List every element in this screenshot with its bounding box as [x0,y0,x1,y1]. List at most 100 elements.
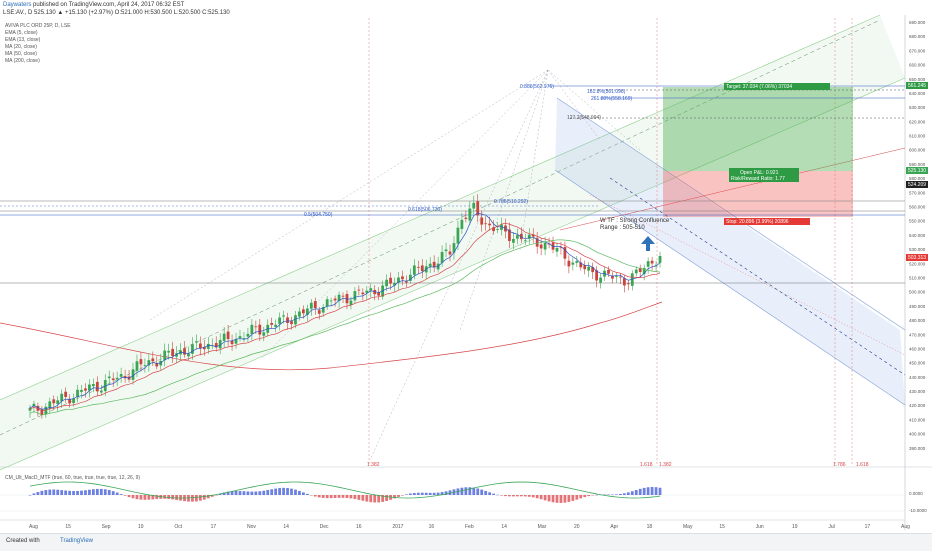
x-tick-label: Nov [247,524,256,530]
y-tick-label: 560.000 [909,205,926,210]
price-tag-target: 561.245 [908,83,926,89]
candle-body [107,376,111,379]
candle-body [302,309,305,314]
macd-histogram-bar [642,487,646,495]
macd-histogram-bar [214,495,218,496]
footer-bar: Created with TradingView [0,533,932,551]
macd-histogram-bar [615,494,618,495]
macd-histogram-bar [88,489,91,495]
candle-body [313,301,317,309]
legend-symbol[interactable]: AVIVA PLC ORD 25P, D, LSE [5,23,71,29]
candle-body [555,247,559,252]
price-axis-ticks: 690.000 680.000 670.000 660.000 650.000 640.0… [909,20,926,451]
candle-body [361,292,365,295]
macd-histogram-bar [270,489,274,495]
legend-ma200[interactable]: MA (200, close) [5,58,40,64]
macd-histogram-bar [432,492,436,495]
macd-histogram-bar [349,495,353,499]
legend-ema13[interactable]: EMA (13, close) [5,37,41,43]
legend-ma20[interactable]: MA (20, close) [5,44,37,50]
macd-histogram-bar [397,495,400,497]
macd-histogram-bar [198,495,202,501]
macd-histogram-bar [543,495,547,501]
tradingview-logo-text[interactable]: TradingView [60,538,94,544]
macd-histogram-bar [333,495,337,499]
macd-histogram-bar [626,492,630,495]
macd-histogram-bar [369,495,373,503]
macd-pane [0,481,905,503]
macd-histogram-bar [80,490,83,495]
macd-histogram-bar [254,491,258,495]
quote-line: LSE:AV., D 525.130 ▲ +15.130 (+2.97%) O:… [3,10,230,16]
macd-histogram-bar [115,492,119,495]
y-tick-label: 680.000 [909,34,926,39]
macd-histogram-bar [357,495,361,500]
y-tick-label: 440.000 [909,375,926,380]
candle-body [460,219,464,229]
x-tick-label: 14 [501,524,507,530]
macd-histogram-bar [595,494,599,496]
y-tick-label: 500.000 [909,290,926,295]
x-tick-label: May [683,524,693,530]
candle-body [198,343,202,349]
legend-ema5[interactable]: EMA (5, close) [5,30,38,36]
macd-histogram-bar [488,492,492,495]
macd-histogram-bar [84,490,87,495]
candle-body [135,361,139,371]
candle-body [638,268,642,272]
x-tick-label: Feb [465,524,474,530]
macd-histogram-bar [401,495,404,496]
candle-body [452,243,456,253]
macd-histogram-bar [658,487,662,495]
candle-body [183,348,186,355]
x-tick-label: 16 [356,524,362,530]
macd-signal-line [29,481,661,499]
candle-body [84,388,87,391]
fib-0786-label: 0.786(510.292) [494,199,528,205]
candle-body [654,264,658,266]
macd-histogram-bar [535,495,539,499]
candle-body [349,300,353,305]
time-label-1618: 1.618 [640,462,653,468]
candle-body [642,268,646,275]
legend-ma50[interactable]: MA (50, close) [5,51,37,57]
macd-indicator-label[interactable]: CM_Ult_MacD_MTF (true, 60, true, true, t… [5,475,141,481]
candle-body [56,400,60,405]
macd-histogram-bar [504,495,507,497]
time-label-1786: 1.786 [833,462,846,468]
candle-body [527,234,531,239]
macd-histogram-bar [171,495,175,500]
ema13-line [29,222,661,412]
header-author-line: Daywaters published on TradingView.com, … [3,2,184,9]
candle-body [337,294,341,302]
y-tick-label: 620.000 [909,119,926,124]
macd-histogram-bar [258,491,262,495]
pnl-label-bg [729,168,799,182]
uptrend-channel-top [0,14,881,401]
candle-body [68,398,71,404]
candle-body [575,261,579,263]
candle-body [650,260,654,264]
macd-histogram-bar [587,495,591,497]
candle-body [238,336,242,338]
candle-body [143,365,147,367]
y-tick-label: 580.000 [909,176,926,181]
macd-histogram-bar [630,491,634,495]
red-dotted-line [589,194,906,356]
macd-histogram-bar [638,488,642,495]
macd-tick-label: -10.0000 [909,508,927,513]
author-link[interactable]: Daywaters [3,2,32,8]
candle-body [599,277,602,283]
y-tick-label: 430.000 [909,389,926,394]
macd-histogram-bar [428,492,432,495]
candle-body [591,266,595,273]
macd-histogram-bar [345,495,349,499]
time-label-1382b: 1.382 [659,462,672,468]
candle-body [496,229,499,230]
candle-body [195,341,198,343]
y-tick-label: 420.000 [909,403,926,408]
candle-body [234,339,238,344]
macd-histogram-bar [40,490,44,495]
y-tick-label: 520.000 [909,261,926,266]
